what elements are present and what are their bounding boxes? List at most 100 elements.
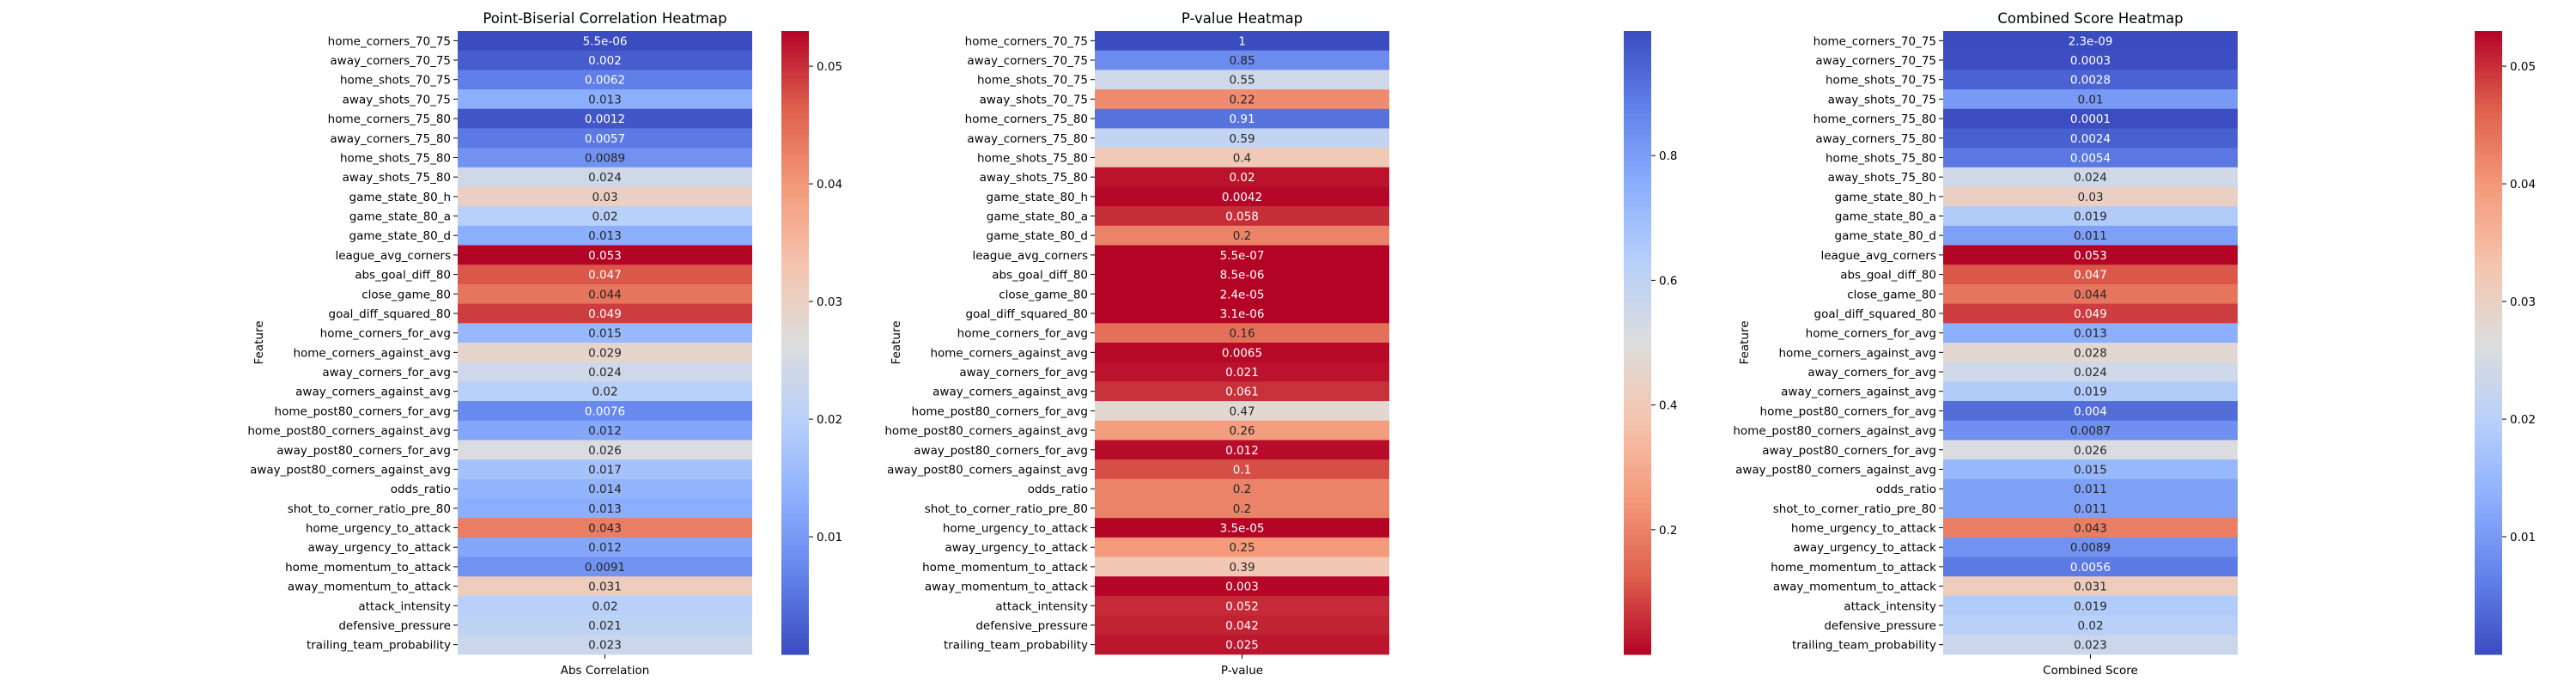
colorbar-segment — [781, 145, 809, 151]
y-tick-label: home_shots_70_75 — [340, 74, 451, 88]
colorbar-segment — [1624, 399, 1651, 406]
colorbar-tick-label: 0.03 — [2510, 295, 2536, 309]
colorbar-segment — [781, 207, 809, 214]
colorbar-segment — [1624, 415, 1651, 422]
cell-value-label: 1 — [1238, 34, 1246, 48]
colorbar-segment — [1624, 498, 1651, 505]
colorbar-segment — [2475, 41, 2502, 47]
colorbar-segment — [1624, 337, 1651, 344]
cell-value-label: 0.39 — [1229, 561, 1255, 575]
colorbar-tick-label: 0.02 — [817, 413, 842, 427]
colorbar-segment — [1624, 379, 1651, 385]
cell-value-label: 0.053 — [2074, 249, 2107, 263]
colorbar-segment — [2475, 415, 2502, 422]
colorbar-segment — [1624, 129, 1651, 136]
colorbar-segment — [1624, 244, 1651, 250]
colorbar-segment — [1624, 581, 1651, 587]
cell-value-label: 0.47 — [1229, 404, 1255, 418]
colorbar-segment — [781, 617, 809, 624]
heatmap-cell — [458, 343, 752, 363]
colorbar-segment — [1624, 435, 1651, 442]
cell-value-label: 0.0091 — [585, 561, 625, 575]
heatmap-cell — [1943, 108, 2238, 129]
colorbar-segment — [1624, 145, 1651, 151]
cell-value-label: 0.004 — [2074, 404, 2107, 418]
y-tick-label: abs_goal_diff_80 — [1840, 269, 1936, 283]
heatmap-cell — [1943, 478, 2238, 499]
colorbar-segment — [2475, 374, 2502, 380]
colorbar-segment — [2475, 353, 2502, 359]
heatmap-cell — [1095, 128, 1389, 149]
colorbar-segment — [2475, 477, 2502, 483]
colorbar-segment — [2475, 368, 2502, 374]
heatmap-cell — [458, 362, 752, 382]
colorbar-segment — [2475, 311, 2502, 318]
colorbar-segment — [781, 311, 809, 318]
colorbar-segment — [781, 519, 809, 526]
colorbar-segment — [1624, 290, 1651, 297]
colorbar-segment — [781, 441, 809, 447]
colorbar-segment — [2475, 561, 2502, 567]
cell-value-label: 0.0054 — [2070, 151, 2111, 165]
colorbar-segment — [2475, 488, 2502, 495]
colorbar-segment — [781, 648, 809, 655]
cell-value-label: 0.0003 — [2070, 54, 2111, 68]
heatmap-cell — [1943, 89, 2238, 110]
y-tick-label: goal_diff_squared_80 — [1814, 307, 1936, 321]
colorbar-segment — [1624, 389, 1651, 396]
heatmap-cell — [1095, 635, 1389, 655]
y-tick-label: home_shots_75_80 — [977, 151, 1088, 165]
cell-value-label: 0.028 — [2074, 346, 2107, 360]
colorbar-segment — [2475, 648, 2502, 655]
colorbar-segment — [781, 379, 809, 385]
y-tick-label: home_corners_75_80 — [1814, 112, 1936, 126]
cell-value-label: 0.1 — [1233, 463, 1251, 477]
colorbar-segment — [2475, 217, 2502, 224]
colorbar-segment — [1624, 311, 1651, 318]
colorbar-segment — [2475, 643, 2502, 650]
heatmap-cell — [1095, 264, 1389, 285]
y-tick-label: home_post80_corners_against_avg — [247, 424, 451, 438]
colorbar-segment — [2475, 447, 2502, 453]
colorbar-segment — [1624, 72, 1651, 79]
cell-value-label: 0.59 — [1229, 132, 1255, 146]
heatmap-cell — [1095, 343, 1389, 363]
heatmap-cell — [1943, 50, 2238, 70]
colorbar-segment — [1624, 62, 1651, 68]
y-tick-label: odds_ratio — [1028, 483, 1088, 496]
colorbar-segment — [781, 171, 809, 177]
colorbar-segment — [1624, 166, 1651, 172]
colorbar-segment — [781, 628, 809, 635]
colorbar-segment — [2475, 607, 2502, 614]
colorbar-segment — [1624, 135, 1651, 141]
heatmap-cell — [1095, 381, 1389, 402]
cell-value-label: 8.5e-06 — [1220, 269, 1265, 283]
cell-value-label: 0.043 — [588, 522, 622, 536]
y-tick-label: home_post80_corners_against_avg — [1733, 424, 1936, 438]
heatmap-cell — [458, 518, 752, 538]
cell-value-label: 0.021 — [588, 619, 622, 633]
heatmap-cell — [1095, 148, 1389, 168]
heatmap-cell — [1095, 440, 1389, 460]
cell-value-label: 0.044 — [2074, 288, 2107, 301]
heatmap-cell — [1095, 537, 1389, 557]
colorbar-segment — [1624, 31, 1651, 37]
y-tick-label: home_post80_corners_for_avg — [912, 404, 1088, 418]
heatmap-cell — [1943, 401, 2238, 422]
colorbar-segment — [2475, 617, 2502, 624]
colorbar-segment — [1624, 98, 1651, 105]
y-tick-label: away_post80_corners_for_avg — [276, 444, 451, 458]
heatmap-cell — [1943, 186, 2238, 207]
colorbar-segment — [781, 295, 809, 302]
colorbar-segment — [1624, 430, 1651, 437]
colorbar-segment — [781, 447, 809, 453]
cell-value-label: 0.0012 — [585, 112, 625, 126]
colorbar-segment — [2475, 602, 2502, 609]
colorbar-segment — [2475, 566, 2502, 572]
y-tick-label: home_corners_for_avg — [320, 327, 451, 341]
colorbar-segment — [781, 508, 809, 515]
y-tick-label: away_shots_70_75 — [343, 93, 451, 106]
colorbar-segment — [1624, 648, 1651, 655]
colorbar-segment — [2475, 113, 2502, 120]
colorbar-segment — [2475, 326, 2502, 333]
